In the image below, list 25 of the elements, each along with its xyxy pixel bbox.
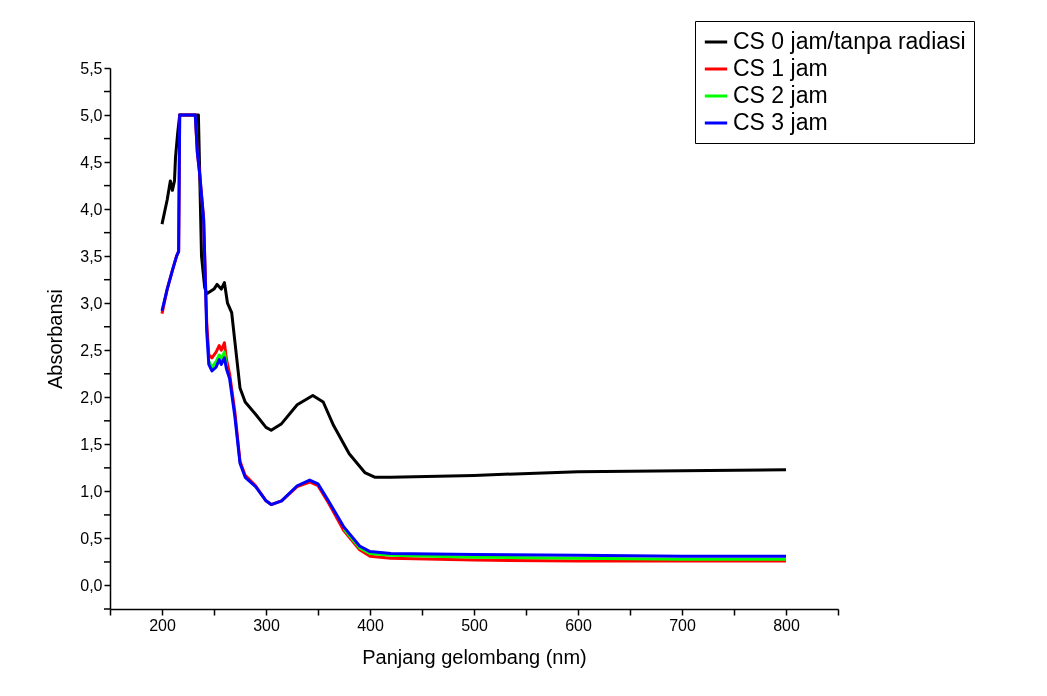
x-tick-label: 500 — [461, 616, 488, 634]
x-axis-title: Panjang gelombang (nm) — [362, 645, 587, 668]
legend-label: CS 0 jam/tanpa radiasi — [733, 28, 966, 54]
x-tick-label: 800 — [773, 616, 800, 634]
y-tick-label: 4,5 — [80, 153, 103, 171]
y-tick-label: 1,0 — [80, 482, 103, 500]
y-axis-title: Absorbansi — [44, 288, 67, 390]
y-tick-label: 4,0 — [80, 200, 103, 218]
x-tick-label: 200 — [149, 616, 176, 634]
x-tick-label: 700 — [669, 616, 696, 634]
x-tick-label: 300 — [253, 616, 280, 634]
y-tick-label: 2,5 — [80, 341, 103, 359]
y-tick-label: 5,0 — [80, 106, 103, 124]
legend-label: CS 3 jam — [733, 109, 828, 135]
y-tick-label: 3,5 — [80, 247, 103, 265]
y-tick-label: 2,0 — [80, 388, 103, 406]
y-tick-label: 3,0 — [80, 294, 103, 312]
x-tick-label: 400 — [357, 616, 384, 634]
y-tick-label: 0,5 — [80, 529, 103, 547]
y-tick-label: 5,5 — [80, 59, 103, 77]
y-tick-label: 1,5 — [80, 435, 103, 453]
y-tick-label: 0,0 — [80, 576, 103, 594]
x-tick-label: 600 — [565, 616, 592, 634]
legend-label: CS 2 jam — [733, 82, 828, 108]
legend-label: CS 1 jam — [733, 55, 828, 81]
